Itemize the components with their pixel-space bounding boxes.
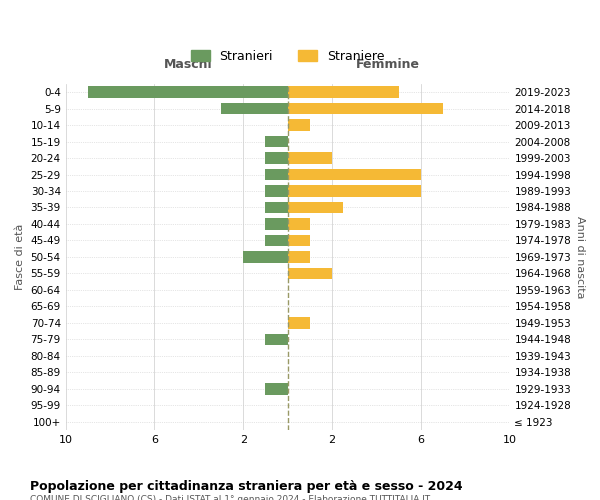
Bar [243, 251, 287, 262]
Text: Popolazione per cittadinanza straniera per età e sesso - 2024: Popolazione per cittadinanza straniera p… [30, 480, 463, 493]
Bar [287, 218, 310, 230]
Bar [287, 86, 398, 98]
Bar [287, 251, 310, 262]
Text: COMUNE DI SCIGLIANO (CS) - Dati ISTAT al 1° gennaio 2024 - Elaborazione TUTTITAL: COMUNE DI SCIGLIANO (CS) - Dati ISTAT al… [30, 495, 430, 500]
Bar [265, 383, 287, 394]
Bar [265, 168, 287, 180]
Bar [287, 202, 343, 213]
Bar [287, 317, 310, 328]
Bar [265, 234, 287, 246]
Bar [287, 234, 310, 246]
Bar [265, 185, 287, 197]
Bar [287, 268, 332, 279]
Bar [287, 168, 421, 180]
Bar [265, 152, 287, 164]
Y-axis label: Fasce di età: Fasce di età [15, 224, 25, 290]
Bar [265, 202, 287, 213]
Bar [287, 185, 421, 197]
Text: Maschi: Maschi [163, 58, 212, 70]
Bar [265, 136, 287, 147]
Text: Femmine: Femmine [355, 58, 419, 70]
Bar [287, 103, 443, 115]
Bar [265, 334, 287, 345]
Y-axis label: Anni di nascita: Anni di nascita [575, 216, 585, 298]
Bar [88, 86, 287, 98]
Bar [287, 152, 332, 164]
Bar [221, 103, 287, 115]
Bar [265, 218, 287, 230]
Legend: Stranieri, Straniere: Stranieri, Straniere [186, 45, 389, 68]
Bar [287, 120, 310, 131]
